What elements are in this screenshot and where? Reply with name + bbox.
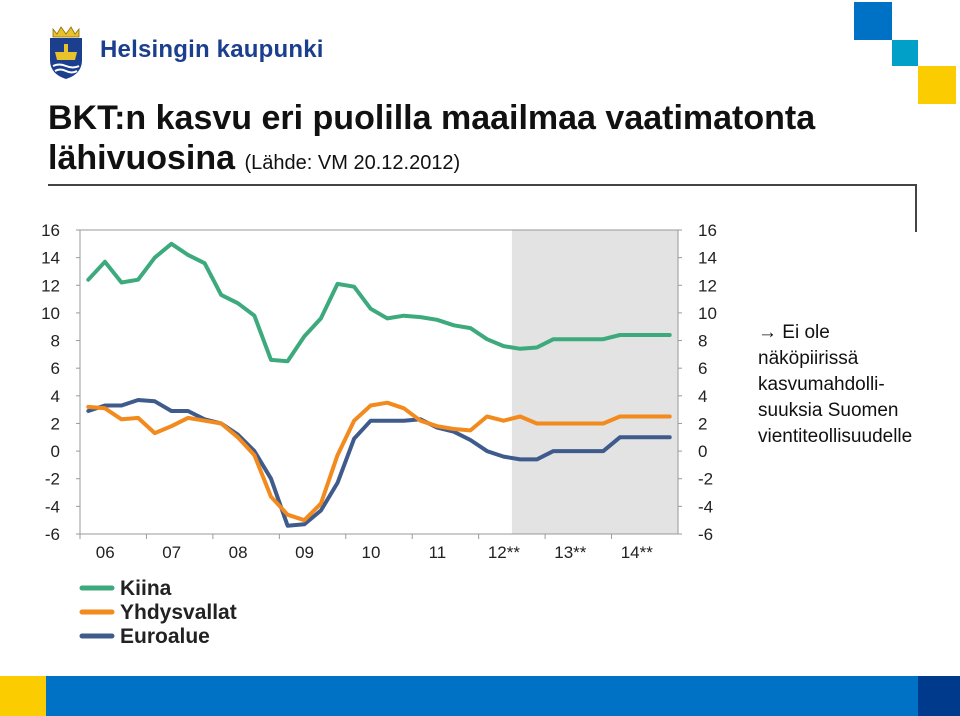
- side-note-line: näköpiirissä: [758, 348, 859, 369]
- decor-square-yellow: [918, 66, 956, 104]
- footer-bar-blue: [46, 676, 918, 716]
- title-divider-vertical: [915, 184, 917, 232]
- legend-label-kiina: Kiina: [120, 577, 172, 600]
- x-tick-label: 07: [162, 543, 181, 562]
- y-tick-label-left: 6: [51, 359, 60, 378]
- y-tick-label-right: 6: [698, 359, 707, 378]
- legend-label-yhdysvallat: Yhdysvallat: [120, 601, 237, 624]
- y-tick-label-left: 14: [41, 249, 60, 268]
- side-note: → Ei ole näköpiirissä kasvumahdolli- suu…: [758, 320, 954, 450]
- y-tick-label-right: 10: [698, 304, 717, 323]
- decor-square-blue: [854, 2, 892, 40]
- helsinki-crest-icon: [50, 26, 82, 79]
- forecast-band: [511, 230, 678, 534]
- title-divider: [48, 184, 917, 186]
- footer-bar-yellow: [0, 676, 46, 716]
- logo-text: Helsingin kaupunki: [100, 36, 324, 63]
- decor-square-cyan: [892, 40, 918, 66]
- side-note-line: suuksia Suomen: [758, 400, 899, 421]
- y-tick-label-right: 12: [698, 276, 717, 295]
- plot-frame: [79, 229, 679, 534]
- x-tick-label: 09: [295, 543, 314, 562]
- x-tick-label: 10: [362, 543, 381, 562]
- y-tick-label-left: 0: [51, 442, 60, 461]
- y-tick-label-right: -4: [698, 497, 713, 516]
- y-tick-label-left: -6: [45, 525, 60, 544]
- series-line-kiina: [86, 241, 672, 364]
- y-tick-label-left: 2: [51, 414, 60, 433]
- slide-title-main: BKT:n kasvu eri puolilla maailmaa vaatim…: [48, 99, 816, 177]
- y-tick-label-right: 0: [698, 442, 707, 461]
- side-note-line: → Ei ole: [758, 322, 830, 343]
- x-tick-label: 06: [96, 543, 115, 562]
- x-tick-label: 12**: [488, 543, 521, 562]
- y-tick-label-right: -2: [698, 470, 713, 489]
- y-tick-label-left: 16: [41, 221, 60, 240]
- x-tick-label: 14**: [621, 543, 654, 562]
- y-tick-label-left: 4: [51, 387, 60, 406]
- x-tick-label: 13**: [554, 543, 587, 562]
- y-tick-label-left: 10: [41, 304, 60, 323]
- y-tick-label-right: -6: [698, 525, 713, 544]
- y-tick-label-right: 8: [698, 332, 707, 351]
- series-line-euroalue: [86, 398, 672, 528]
- legend-label-euroalue: Euroalue: [120, 625, 210, 648]
- y-tick-label-left: -4: [45, 497, 60, 516]
- side-note-line: kasvumahdolli-: [758, 374, 885, 395]
- y-tick-label-left: 12: [41, 276, 60, 295]
- y-tick-label-right: 16: [698, 221, 717, 240]
- y-tick-label-left: 8: [51, 332, 60, 351]
- y-tick-label-right: 2: [698, 414, 707, 433]
- x-tick-label: 11: [429, 543, 447, 562]
- series-line-yhdysvallat: [86, 400, 672, 523]
- y-tick-label-left: -2: [45, 470, 60, 489]
- slide-title-source: (Lähde: VM 20.12.2012): [244, 152, 461, 174]
- x-tick-label: 08: [229, 543, 248, 562]
- y-tick-label-right: 4: [698, 387, 707, 406]
- footer-bar-dark: [918, 676, 960, 716]
- y-tick-label-right: 14: [698, 249, 717, 268]
- side-note-line: vientiteollisuudelle: [758, 426, 913, 447]
- slide-title: BKT:n kasvu eri puolilla maailmaa vaatim…: [48, 98, 908, 183]
